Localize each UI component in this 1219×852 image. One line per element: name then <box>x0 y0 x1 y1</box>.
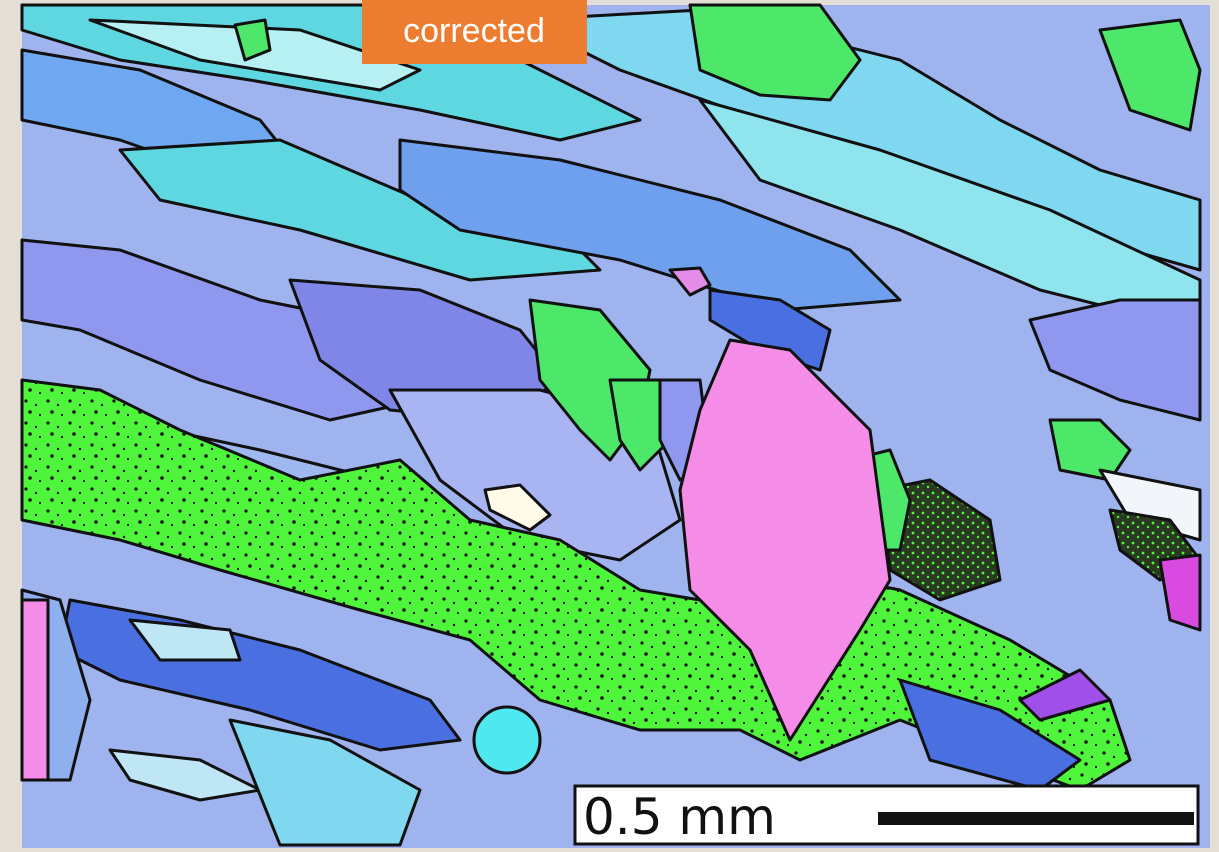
scale-bar-line <box>878 812 1194 825</box>
scale-bar: 0.5 mm <box>575 786 1198 846</box>
label-text: corrected <box>403 12 545 50</box>
ebsd-map <box>22 5 1210 848</box>
label-badge: corrected <box>362 0 587 64</box>
scale-bar-label: 0.5 mm <box>583 788 776 846</box>
ebsd-map-figure: 0.5 mm corrected <box>0 0 1219 852</box>
